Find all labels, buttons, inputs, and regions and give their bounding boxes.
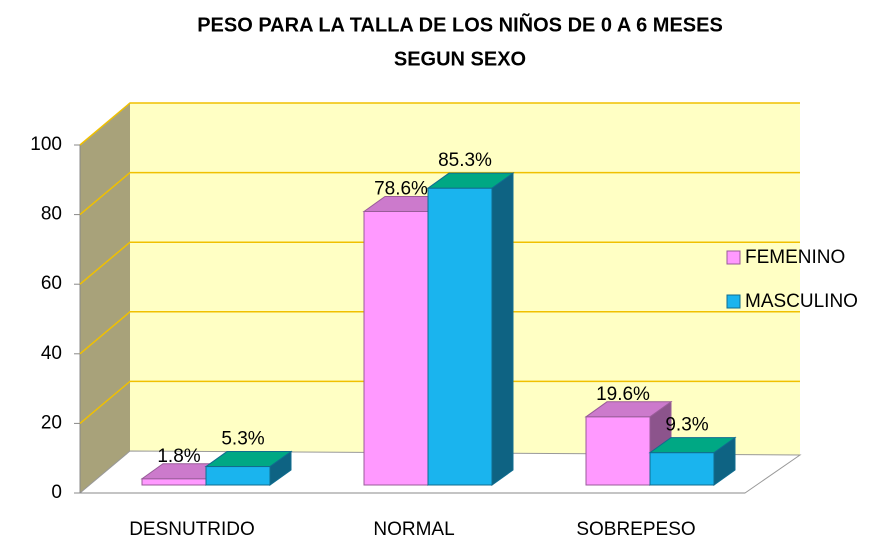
y-tick-label: 100 [30, 134, 62, 155]
grid-line [79, 241, 800, 285]
y-tick-label: 80 [41, 204, 62, 225]
bar [141, 478, 207, 486]
bar-top [426, 172, 515, 189]
grid-line [79, 171, 800, 216]
y-tick-label: 20 [41, 412, 62, 433]
legend-label: MASCULINO [745, 291, 858, 312]
x-tick-label: SOBREPESO [576, 519, 695, 540]
y-tick-label: 40 [41, 343, 62, 364]
legend-swatch [726, 294, 741, 309]
x-tick-label: NORMAL [373, 519, 454, 540]
data-label: 5.3% [221, 429, 264, 450]
data-label: 1.8% [157, 446, 200, 467]
bar [427, 187, 493, 486]
bar [585, 416, 651, 486]
y-tick-label: 60 [41, 273, 62, 294]
data-label: 85.3% [438, 150, 492, 171]
grid-line [79, 380, 800, 424]
bar-top [584, 401, 673, 418]
y-tick-label: 0 [51, 482, 62, 503]
data-label: 19.6% [596, 384, 650, 405]
side-wall [80, 103, 130, 493]
bar-top [648, 437, 737, 454]
x-tick-label: DESNUTRIDO [129, 519, 255, 540]
data-label: 78.6% [374, 178, 428, 199]
bar-side [491, 172, 514, 486]
legend-swatch [726, 250, 741, 265]
bar-top [204, 451, 293, 468]
chart-title: SEGUN SEXO [394, 48, 526, 70]
grid-line [79, 311, 800, 355]
chart-title: PESO PARA LA TALLA DE LOS NIÑOS DE 0 A 6… [197, 13, 723, 36]
bar [363, 210, 429, 486]
legend-label: FEMENINO [745, 247, 845, 268]
bar [649, 452, 715, 486]
data-label: 9.3% [665, 415, 708, 436]
grid-line [79, 102, 800, 146]
bar [205, 466, 271, 486]
